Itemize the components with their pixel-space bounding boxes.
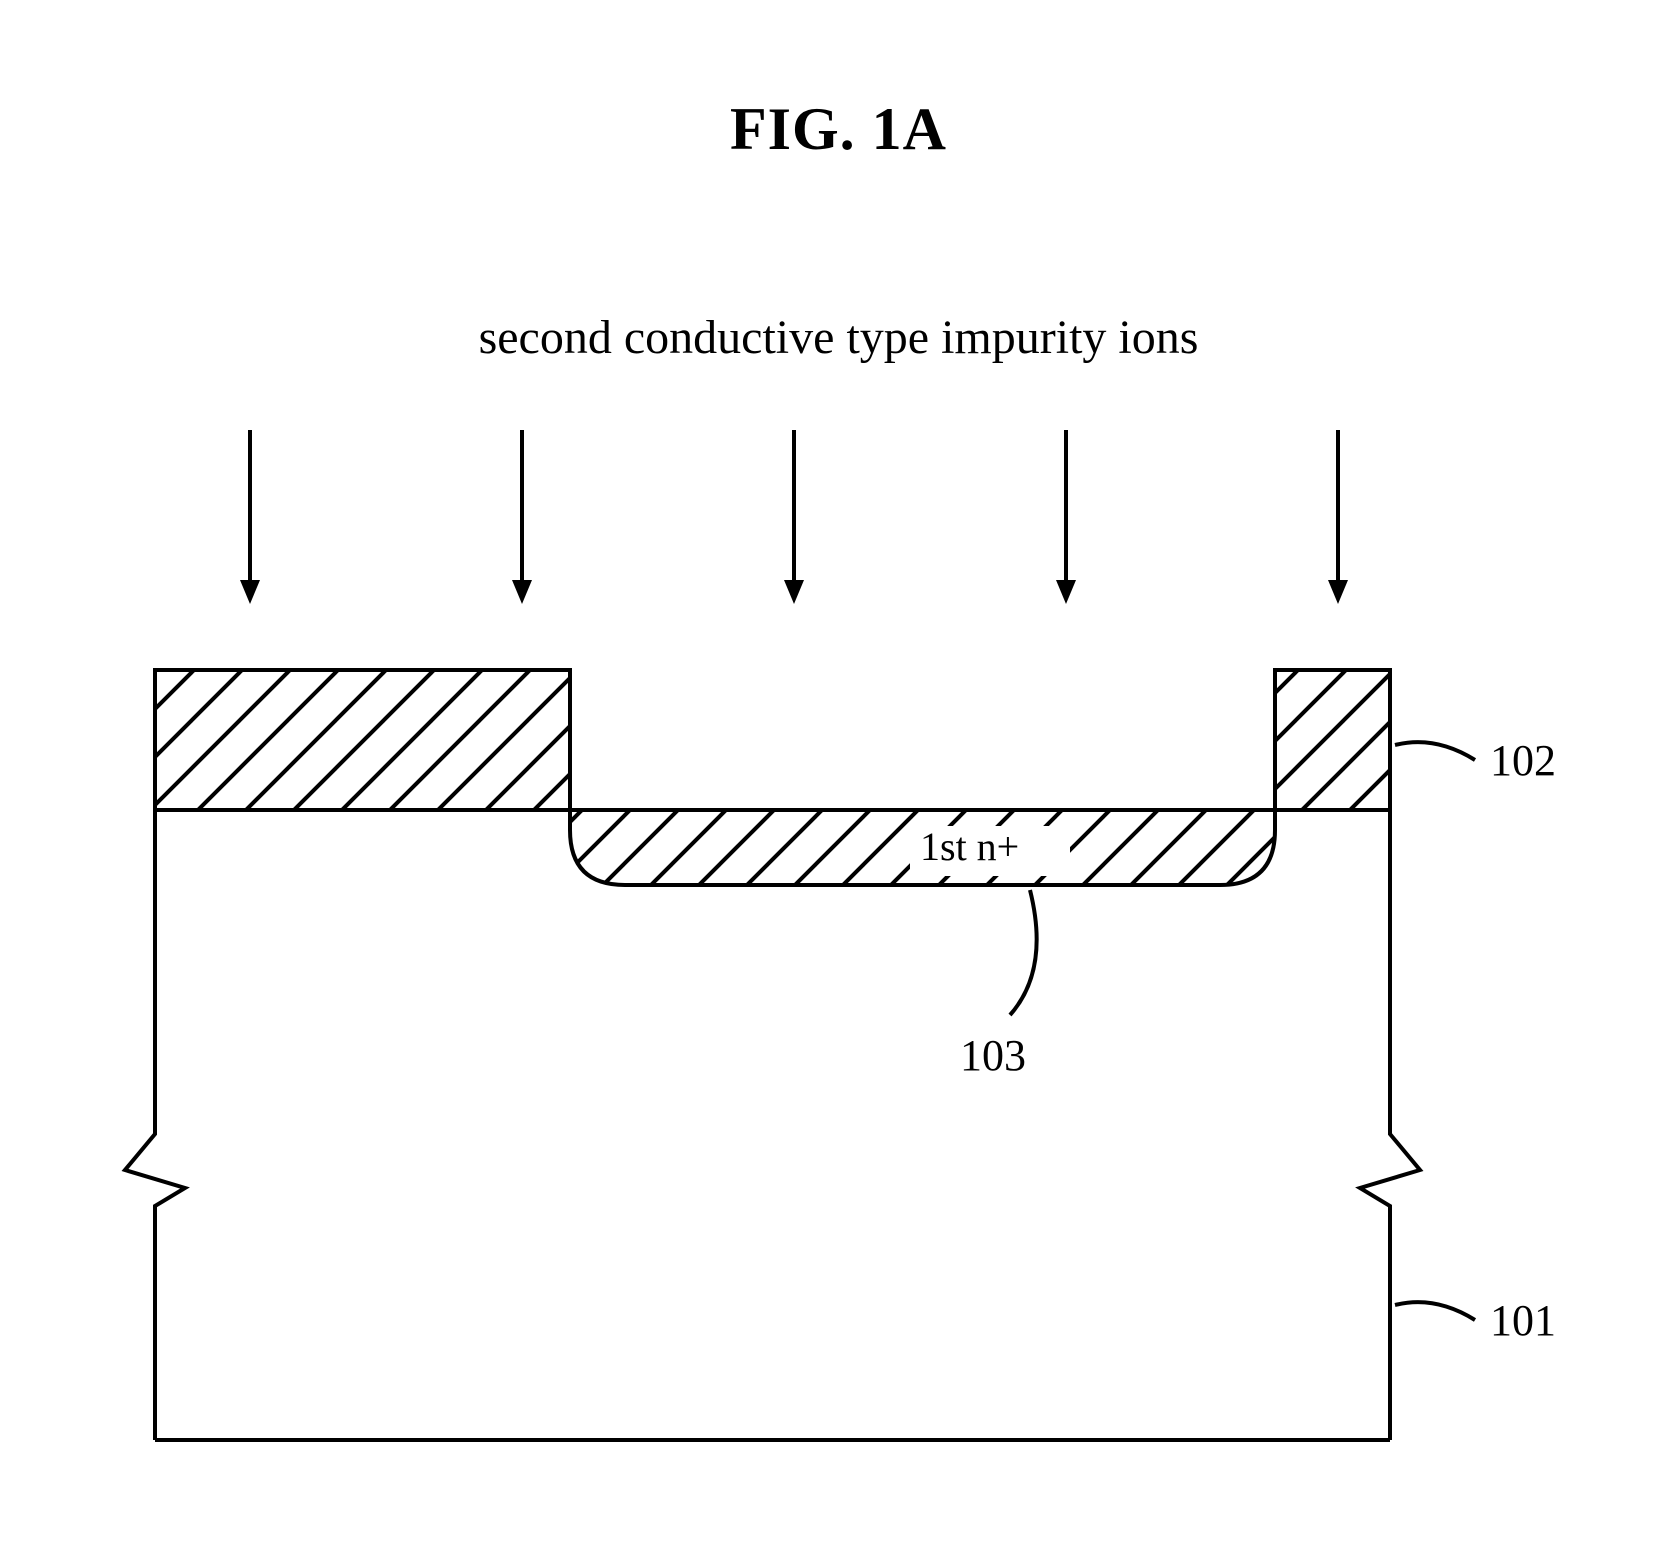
ref-102: 102 [1490, 736, 1556, 785]
leader-101 [1395, 1302, 1475, 1320]
implant-arrow [1056, 430, 1076, 604]
substrate-left-edge [125, 810, 185, 1440]
implant-arrow [240, 430, 260, 604]
ref-101: 101 [1490, 1296, 1556, 1345]
mask-left [155, 670, 570, 810]
region-label: 1st n+ [920, 824, 1019, 869]
leader-103 [1010, 890, 1037, 1015]
implant-arrow [784, 430, 804, 604]
ref-103: 103 [960, 1031, 1026, 1080]
cross-section-diagram: 1st n+ 102 103 101 [0, 0, 1677, 1567]
mask-right [1275, 670, 1390, 810]
implant-arrow [1328, 430, 1348, 604]
leader-102 [1395, 742, 1475, 760]
implant-arrow [512, 430, 532, 604]
substrate-right-edge [1360, 810, 1420, 1440]
